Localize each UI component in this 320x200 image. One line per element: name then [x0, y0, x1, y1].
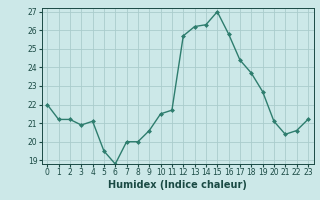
X-axis label: Humidex (Indice chaleur): Humidex (Indice chaleur) — [108, 180, 247, 190]
